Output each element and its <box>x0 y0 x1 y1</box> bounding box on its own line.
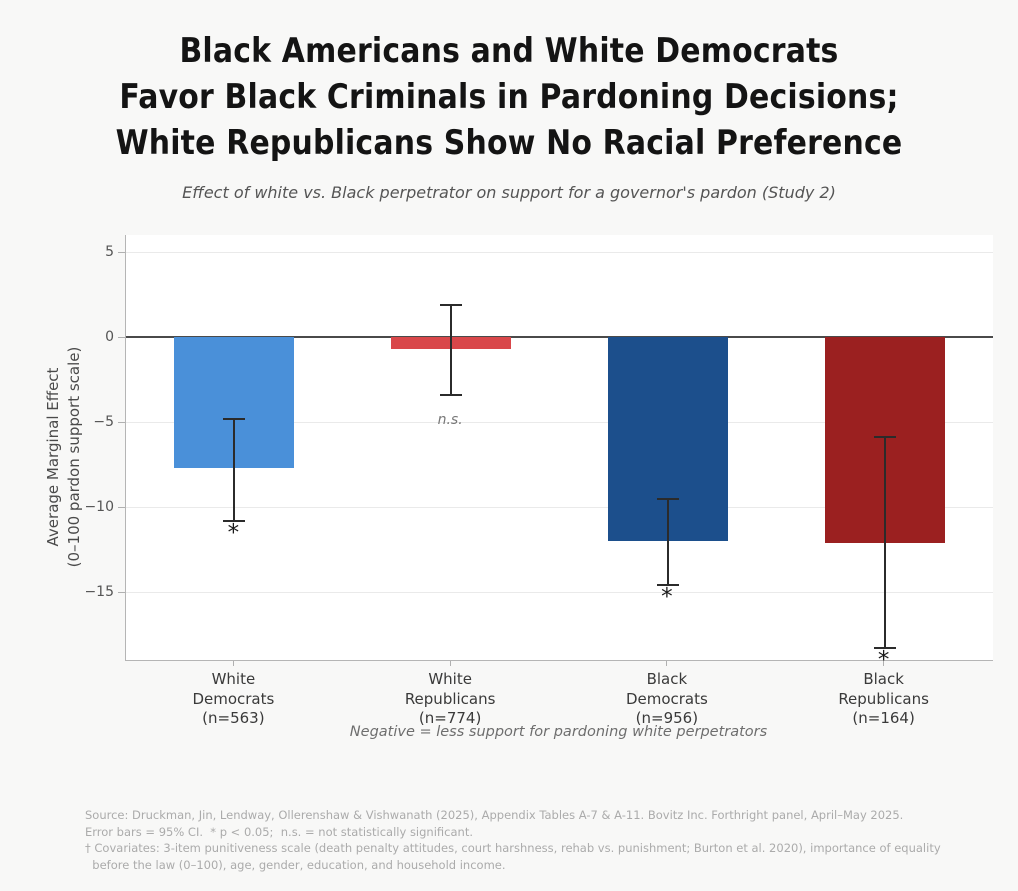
x-label-white-democrats-n-563: White Democrats (n=563) <box>143 670 323 729</box>
x-label-black-democrats-n-956-line-1: Black <box>646 670 688 688</box>
sig-label-black-republicans-n-164: * <box>864 649 904 672</box>
y-tick-mark--10 <box>118 506 125 508</box>
x-label-black-republicans-n-164: Black Republicans (n=164) <box>794 670 974 729</box>
chart-title: Black Americans and White Democrats Favo… <box>61 28 957 166</box>
y-tick-mark-5 <box>118 251 125 253</box>
x-label-white-democrats-n-563-line-3: (n=563) <box>202 709 265 727</box>
error-bar-black-democrats-n-956 <box>666 498 669 586</box>
x-label-white-democrats-n-563-line-2: Democrats <box>192 689 275 708</box>
y-tick-label--10: −10 <box>84 499 114 515</box>
x-label-black-republicans-n-164-line-3: (n=164) <box>852 709 915 727</box>
sig-label-black-democrats-n-956: * <box>661 584 673 611</box>
footnotes: Source: Druckman, Jin, Lendway, Ollerens… <box>85 807 941 873</box>
y-tick-label-5: 5 <box>105 244 114 260</box>
error-bar-cap-top-white-democrats-n-563 <box>223 417 246 420</box>
gridline--15 <box>126 591 993 593</box>
sig-label-white-democrats-n-563: * <box>227 519 240 546</box>
gridline--5 <box>126 421 993 423</box>
y-tick-mark--5 <box>118 421 125 423</box>
y-tick-mark--15 <box>118 591 125 593</box>
x-label-white-democrats-n-563-line-1: White <box>211 670 256 688</box>
title-line-2: Favor Black Criminals in Pardoning Decis… <box>119 77 899 117</box>
error-bar-cap-top-white-republicans-n-774 <box>440 303 463 306</box>
x-tick-mark-black-democrats-n-956 <box>666 661 668 666</box>
y-tick-label-0: 0 <box>105 329 114 345</box>
error-bar-cap-top-black-republicans-n-164 <box>873 436 896 439</box>
error-bar-cap-bottom-black-democrats-n-956 <box>656 584 679 587</box>
x-label-black-republicans-n-164-line-1: Black <box>863 670 904 688</box>
x-label-black-democrats-n-956: Black Democrats (n=956) <box>577 670 757 729</box>
error-bar-black-republicans-n-164 <box>883 437 886 649</box>
error-bar-cap-top-black-democrats-n-956 <box>656 497 679 500</box>
plot-area <box>125 235 993 661</box>
x-tick-mark-white-democrats-n-563 <box>232 661 234 666</box>
footnote-errorbars: Error bars = 95% CI. * p < 0.05; n.s. = … <box>85 824 473 839</box>
footnote-covariates-2: before the law (0–100), age, gender, edu… <box>85 857 506 872</box>
chart-subtitle: Effect of white vs. Black perpetrator on… <box>182 183 836 202</box>
error-bar-white-republicans-n-774 <box>450 304 453 395</box>
y-tick-label--5: −5 <box>93 414 114 430</box>
x-label-white-republicans-n-774-line-1: White <box>428 670 472 688</box>
gridline--10 <box>126 506 993 508</box>
gridline-5 <box>126 251 993 253</box>
zero-line <box>126 336 993 338</box>
error-bar-cap-bottom-black-republicans-n-164 <box>873 647 896 650</box>
x-label-white-republicans-n-774-line-2: Republicans <box>404 689 496 708</box>
x-label-black-democrats-n-956-line-2: Democrats <box>625 689 708 708</box>
footnote-covariates-1: † Covariates: 3-item punitiveness scale … <box>85 841 941 855</box>
y-axis-label-line-1: Average Marginal Effect <box>44 367 62 547</box>
y-tick-mark-0 <box>118 336 125 338</box>
title-line-3: White Republicans Show No Racial Prefere… <box>115 123 903 163</box>
x-axis-caption: Negative = less support for pardoning wh… <box>349 724 768 740</box>
title-line-1: Black Americans and White Democrats <box>179 31 839 71</box>
x-label-black-democrats-n-956-line-3: (n=956) <box>635 709 699 727</box>
x-tick-mark-black-republicans-n-164 <box>883 661 885 666</box>
error-bar-cap-bottom-white-republicans-n-774 <box>440 393 463 396</box>
sig-label-white-republicans-n-774: n.s. <box>437 411 463 428</box>
x-label-white-republicans-n-774-line-3: (n=774) <box>418 709 482 727</box>
error-bar-white-democrats-n-563 <box>233 418 236 521</box>
x-label-black-republicans-n-164-line-2: Republicans <box>838 689 929 708</box>
x-label-white-republicans-n-774: White Republicans (n=774) <box>360 670 540 729</box>
error-bar-cap-bottom-white-democrats-n-563 <box>223 519 246 522</box>
footnote-source: Source: Druckman, Jin, Lendway, Ollerens… <box>85 808 904 822</box>
x-tick-mark-white-republicans-n-774 <box>449 661 451 666</box>
y-tick-label--15: −15 <box>84 584 114 600</box>
